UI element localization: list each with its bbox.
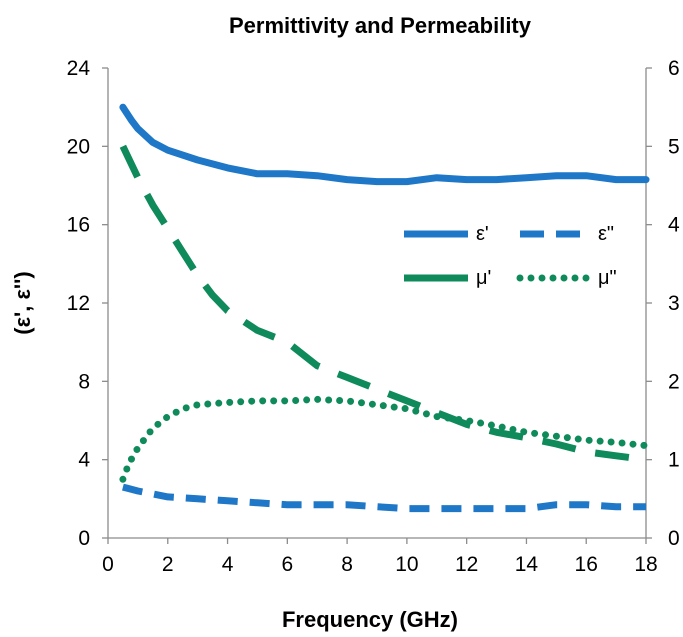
x-tick-label: 4: [222, 553, 234, 576]
series-line-4: [119, 395, 650, 483]
y2-tick-label: 0: [668, 527, 680, 550]
y-tick-label: 4: [78, 449, 90, 472]
x-tick-label: 0: [102, 553, 114, 576]
y2-tick-label: 6: [668, 57, 680, 80]
y-tick-label: 12: [67, 292, 90, 315]
series-line-1: [119, 103, 650, 186]
chart-title: Permittivity and Permeability: [229, 13, 532, 38]
legend-label-2: ε": [598, 223, 614, 245]
x-tick-label: 10: [395, 553, 418, 576]
x-tick-label: 2: [162, 553, 174, 576]
legend-label-3: μ': [476, 267, 491, 289]
y2-tick-label: 1: [668, 449, 680, 472]
x-tick-label: 12: [455, 553, 478, 576]
y-tick-label: 16: [67, 214, 90, 237]
y-tick-label: 24: [67, 57, 91, 80]
x-tick-label: 8: [341, 553, 353, 576]
legend-background: [392, 214, 638, 306]
x-tick-label: 16: [575, 553, 598, 576]
y-axis-title: (ε', ε''): [10, 271, 35, 334]
legend-label-4: μ": [598, 267, 617, 289]
y2-tick-label: 2: [668, 370, 680, 393]
x-tick-label: 6: [281, 553, 293, 576]
series-line-2: [122, 483, 646, 513]
legend-label-1: ε': [476, 223, 489, 245]
y2-tick-label: 3: [668, 292, 680, 315]
x-tick-label: 18: [634, 553, 657, 576]
y2-tick-label: 4: [668, 214, 680, 237]
x-tick-label: 14: [515, 553, 539, 576]
x-axis-title: Frequency (GHz): [282, 607, 458, 632]
y-tick-label: 0: [78, 527, 90, 550]
y2-tick-label: 5: [668, 135, 680, 158]
y-tick-label: 8: [78, 370, 90, 393]
y-tick-label: 20: [67, 135, 90, 158]
legend: ε' ε" μ' μ": [392, 214, 638, 306]
